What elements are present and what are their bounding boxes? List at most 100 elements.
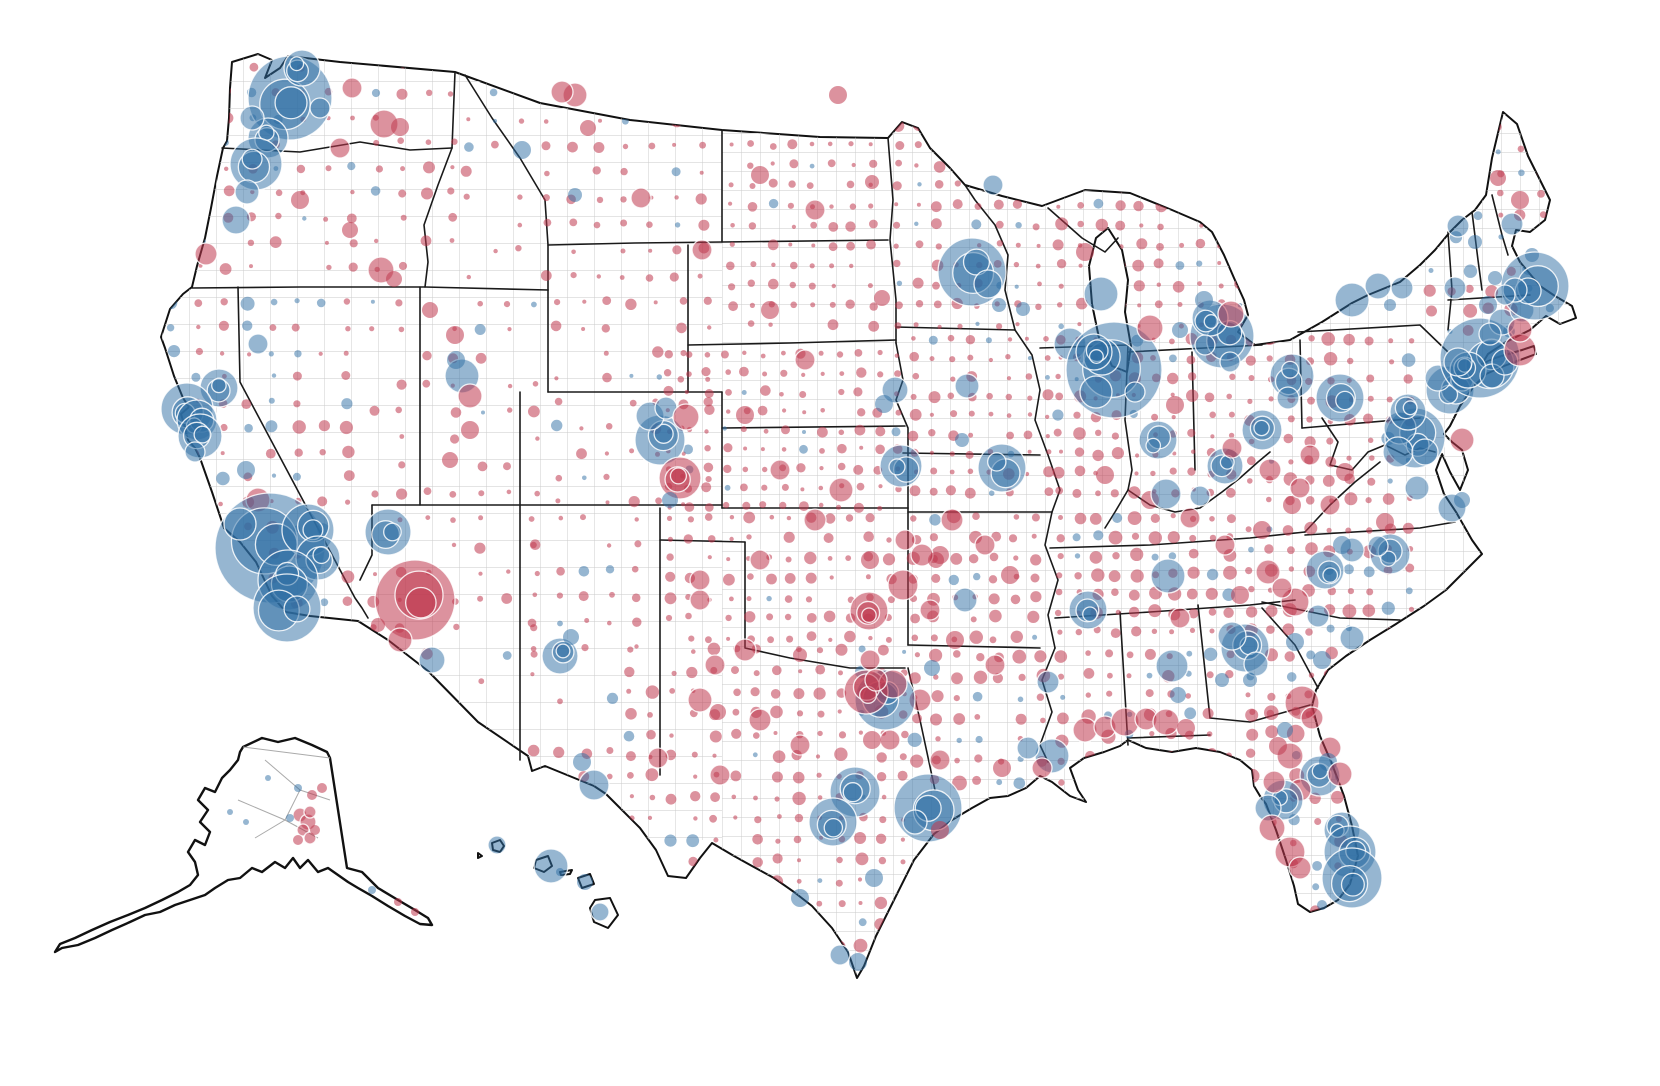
county-bubble <box>1405 624 1415 635</box>
county-bubble <box>652 346 664 358</box>
county-bubble <box>607 620 612 626</box>
county-bubble <box>1195 120 1203 129</box>
county-bubble <box>997 102 1002 107</box>
county-bubble <box>1384 299 1396 311</box>
county-bubble <box>672 142 677 147</box>
county-bubble <box>828 242 838 252</box>
county-bubble <box>1057 673 1065 680</box>
county-bubble <box>350 115 355 121</box>
county-bubble <box>1196 260 1203 267</box>
county-bubble <box>928 429 936 437</box>
county-bubble <box>770 705 783 719</box>
county-bubble <box>629 448 635 454</box>
county-bubble <box>707 642 721 656</box>
county-bubble <box>684 389 689 395</box>
county-bubble <box>886 537 892 543</box>
county-bubble <box>766 595 772 602</box>
county-bubble <box>1217 82 1222 87</box>
county-bubble <box>929 648 943 662</box>
county-bubble <box>725 614 732 622</box>
county-bubble <box>268 397 275 404</box>
county-bubble <box>1479 296 1497 314</box>
county-bubble <box>605 423 613 430</box>
county-bubble <box>324 240 329 245</box>
county-bubble <box>1382 436 1414 468</box>
county-bubble <box>835 643 848 656</box>
county-bubble <box>395 299 403 307</box>
county-bubble <box>898 899 907 908</box>
county-bubble <box>973 269 1003 299</box>
county-bubble <box>1454 492 1470 508</box>
county-bubble <box>781 483 789 491</box>
county-bubble <box>620 219 628 227</box>
county-bubble <box>1156 98 1168 110</box>
county-bubble <box>247 352 252 357</box>
county-bubble <box>1059 163 1064 168</box>
county-bubble <box>1008 534 1018 543</box>
county-bubble <box>1443 276 1467 300</box>
county-bubble <box>697 273 703 279</box>
county-bubble <box>369 326 375 332</box>
county-bubble <box>689 569 711 591</box>
county-bubble <box>972 79 982 88</box>
county-bubble <box>1238 140 1245 146</box>
county-bubble <box>836 351 844 358</box>
county-bubble <box>928 335 938 345</box>
county-bubble <box>581 644 589 652</box>
county-bubble <box>1075 182 1083 190</box>
county-bubble <box>696 115 707 126</box>
county-bubble <box>709 730 722 743</box>
county-bubble <box>1443 347 1473 377</box>
county-bubble <box>761 301 779 319</box>
county-bubble <box>557 620 563 627</box>
county-bubble <box>878 484 883 489</box>
county-bubble <box>704 445 711 452</box>
county-bubble <box>442 452 458 468</box>
county-bubble <box>293 835 303 845</box>
county-bubble <box>768 278 779 290</box>
county-bubble <box>829 263 835 269</box>
county-bubble <box>1537 190 1545 198</box>
county-bubble <box>400 214 407 221</box>
county-bubble <box>169 448 174 453</box>
county-bubble <box>709 814 717 823</box>
county-bubble <box>1014 184 1019 189</box>
county-bubble <box>972 775 982 785</box>
county-bubble <box>792 771 805 784</box>
county-bubble <box>1132 259 1145 272</box>
county-bubble <box>224 166 229 171</box>
county-bubble <box>687 687 713 713</box>
county-bubble <box>858 645 866 653</box>
county-bubble <box>1223 607 1234 618</box>
county-bubble <box>806 182 814 190</box>
county-bubble <box>221 205 251 235</box>
county-bubble <box>928 391 941 404</box>
county-bubble <box>853 387 863 397</box>
county-bubble <box>1076 243 1094 261</box>
county-bubble <box>1402 163 1417 178</box>
county-bubble <box>664 592 677 605</box>
county-bubble <box>1277 301 1283 306</box>
county-bubble <box>792 791 806 806</box>
county-bubble <box>1387 478 1393 484</box>
county-bubble <box>234 179 260 205</box>
county-bubble <box>1089 513 1102 525</box>
county-bubble <box>341 371 351 380</box>
county-bubble <box>294 298 300 304</box>
county-bubble <box>1093 198 1104 209</box>
county-bubble <box>516 67 521 71</box>
county-bubble <box>291 323 300 332</box>
county-bubble <box>664 350 673 359</box>
county-bubble <box>1172 281 1185 293</box>
county-bubble <box>1099 81 1105 87</box>
county-bubble <box>582 475 587 481</box>
county-bubble <box>1044 355 1051 361</box>
county-bubble <box>683 534 693 544</box>
county-bubble <box>398 461 406 469</box>
county-bubble <box>815 754 821 759</box>
county-bubble <box>780 369 788 377</box>
county-bubble <box>1046 449 1052 455</box>
county-bubble <box>885 636 892 643</box>
county-bubble <box>729 596 734 602</box>
county-bubble <box>1366 374 1375 383</box>
